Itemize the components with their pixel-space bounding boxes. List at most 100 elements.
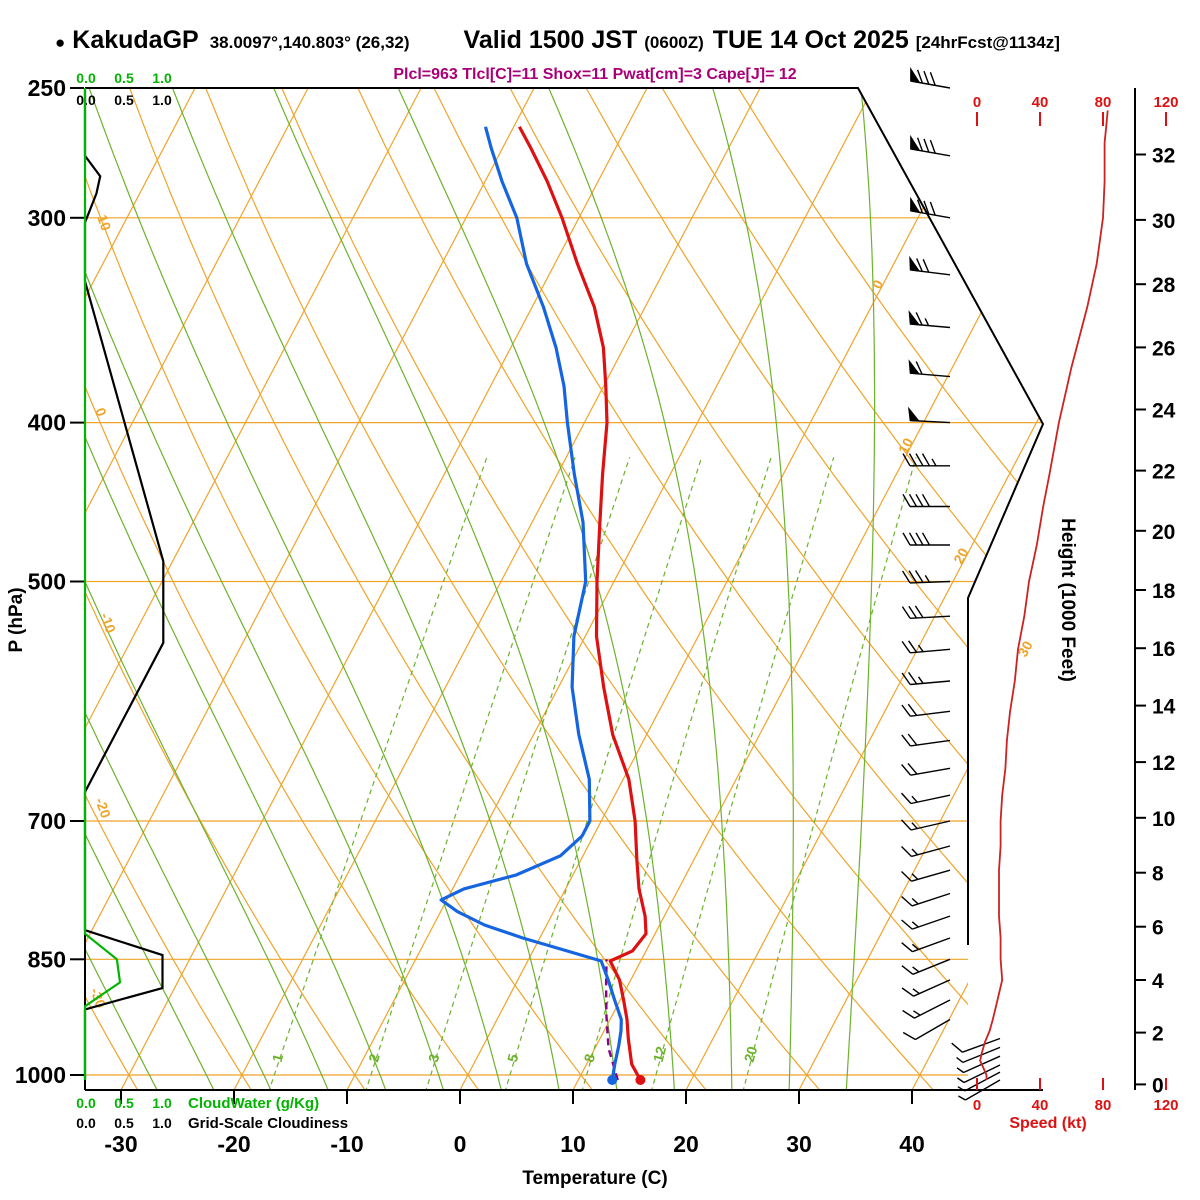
height-tick-label: 32: [1152, 145, 1175, 168]
wind-barb: [908, 359, 951, 378]
speed-profile: [979, 110, 1109, 1080]
wind-barb: [901, 958, 951, 975]
cloudiness-scale-top: 0.0: [76, 92, 96, 108]
height-tick-label: 20: [1152, 521, 1175, 544]
moist-adiabat-line: [273, 88, 620, 1090]
cloudiness-scale-bottom: 0.5: [114, 1115, 134, 1131]
wind-barb: [901, 937, 951, 953]
moist-adiabat-line: [171, 88, 564, 1090]
height-tick-label: 30: [1152, 210, 1175, 233]
height-tick-label: 6: [1152, 917, 1164, 940]
wind-barb: [900, 792, 951, 805]
wind-barb: [901, 672, 951, 686]
station-bullet-icon: ●: [55, 33, 66, 52]
wind-barb: [908, 406, 951, 424]
speed-tick-label-bottom: 0: [973, 1097, 981, 1114]
temperature-tick-label: -20: [217, 1131, 250, 1157]
height-tick-label: 28: [1152, 274, 1176, 297]
temperature-profile: [517, 126, 648, 1081]
wind-barb: [951, 1037, 1001, 1053]
cloudwater-scale-bottom: 1.0: [152, 1095, 172, 1111]
moist-adiabat-line: [397, 88, 677, 1090]
cloudiness-scale-bottom: 1.0: [152, 1115, 172, 1131]
moist-adiabat-line: [844, 88, 876, 1090]
wind-barb: [901, 915, 951, 930]
wind-barb: [901, 892, 951, 907]
wind-barb: [901, 762, 951, 776]
wind-barb: [902, 570, 951, 584]
dry-adiabat-line: [509, 88, 1043, 1090]
speed-tick-label-bottom: 120: [1153, 1097, 1178, 1114]
wind-barb: [910, 134, 951, 157]
dry-adiabat-line: [357, 88, 1043, 1090]
wind-barb: [901, 869, 951, 882]
moist-adiabat-line: [85, 88, 281, 1090]
isotherm-line: [85, 88, 535, 1090]
wind-barb: [908, 310, 951, 329]
dry-adiabat-line: [737, 88, 1043, 1090]
wind-barb: [901, 733, 951, 747]
wind-barb: [958, 1079, 1001, 1101]
height-tick-label: 16: [1152, 638, 1175, 661]
height-tick-label: 26: [1152, 337, 1175, 360]
mixing-ratio-label: 3: [425, 1052, 443, 1064]
dry-adiabat-line: [433, 88, 1043, 1090]
dry-adiabat-label: -10: [97, 611, 119, 636]
mixing-ratio-label: 1: [269, 1052, 287, 1064]
pressure-tick-label: 300: [28, 205, 66, 231]
wind-barb: [901, 605, 951, 619]
cloudwater-scale-top: 0.5: [114, 70, 134, 86]
sounding-parameters: Plcl=963 Tlcl[C]=11 Shox=11 Pwat[cm]=3 C…: [393, 66, 797, 83]
speed-tick-label-top: 120: [1153, 94, 1178, 111]
temperature-tick-label: -10: [330, 1131, 363, 1157]
pressure-tick-label: 500: [28, 569, 66, 595]
height-tick-label: 24: [1152, 400, 1176, 423]
temperature-tick-label: -30: [104, 1131, 137, 1157]
speed-tick-label-bottom: 40: [1032, 1097, 1049, 1114]
wind-barb: [902, 493, 950, 508]
pressure-axis-title: P (hPa): [6, 587, 27, 652]
moist-adiabat-line: [85, 88, 338, 1090]
speed-tick-label-top: 0: [973, 94, 981, 111]
dry-adiabat-line: [661, 88, 1043, 1090]
mixing-ratio-line: [576, 457, 772, 1090]
valid-time: Valid 1500 JST: [463, 26, 638, 54]
isotherm-line: [85, 88, 422, 1090]
temperature-axis-title: Temperature (C): [522, 1168, 667, 1189]
isotherm-line: [120, 88, 648, 1090]
temperature-tick-label: 10: [560, 1131, 586, 1157]
isotherm-line: [798, 88, 1043, 1090]
height-tick-label: 14: [1152, 696, 1176, 719]
dry-adiabat-line: [205, 88, 838, 1090]
height-tick-label: 8: [1152, 863, 1164, 886]
temperature-axis: -30 -20 -10 0 10 20 30 40 Temperature (C): [104, 1091, 925, 1189]
mixing-ratio-label: 20: [741, 1044, 761, 1063]
wind-barb: [902, 532, 950, 546]
height-tick-label: 10: [1152, 808, 1175, 831]
isotherm-line: [346, 88, 874, 1090]
height-tick-label: 0: [1152, 1074, 1164, 1097]
isotherm-line: [459, 88, 987, 1090]
wind-barb: [902, 999, 951, 1019]
cloudiness-scale-top: 0.5: [114, 92, 134, 108]
cloudwater-scale-bottom: 0.0: [76, 1095, 96, 1111]
wind-barb: [901, 979, 951, 997]
cloud-water-profile: [83, 88, 122, 1080]
wind-barb: [901, 640, 951, 654]
moist-adiabat-line: [85, 88, 451, 1090]
valid-date: TUE 14 Oct 2025: [712, 26, 909, 54]
dry-adiabat-line: [129, 88, 723, 1090]
wind-barb: [956, 1046, 1001, 1064]
dry-adiabat-label: 10: [94, 213, 114, 233]
pressure-tick-label: 400: [28, 410, 66, 436]
mixing-ratio-line: [262, 457, 488, 1090]
moist-adiabat-line: [85, 88, 225, 1090]
height-tick-label: 22: [1152, 461, 1175, 484]
mixing-ratio-line: [498, 457, 703, 1090]
speed-tick-label-top: 80: [1095, 94, 1112, 111]
wind-barb: [910, 66, 951, 89]
moist-adiabat-line: [88, 88, 507, 1090]
